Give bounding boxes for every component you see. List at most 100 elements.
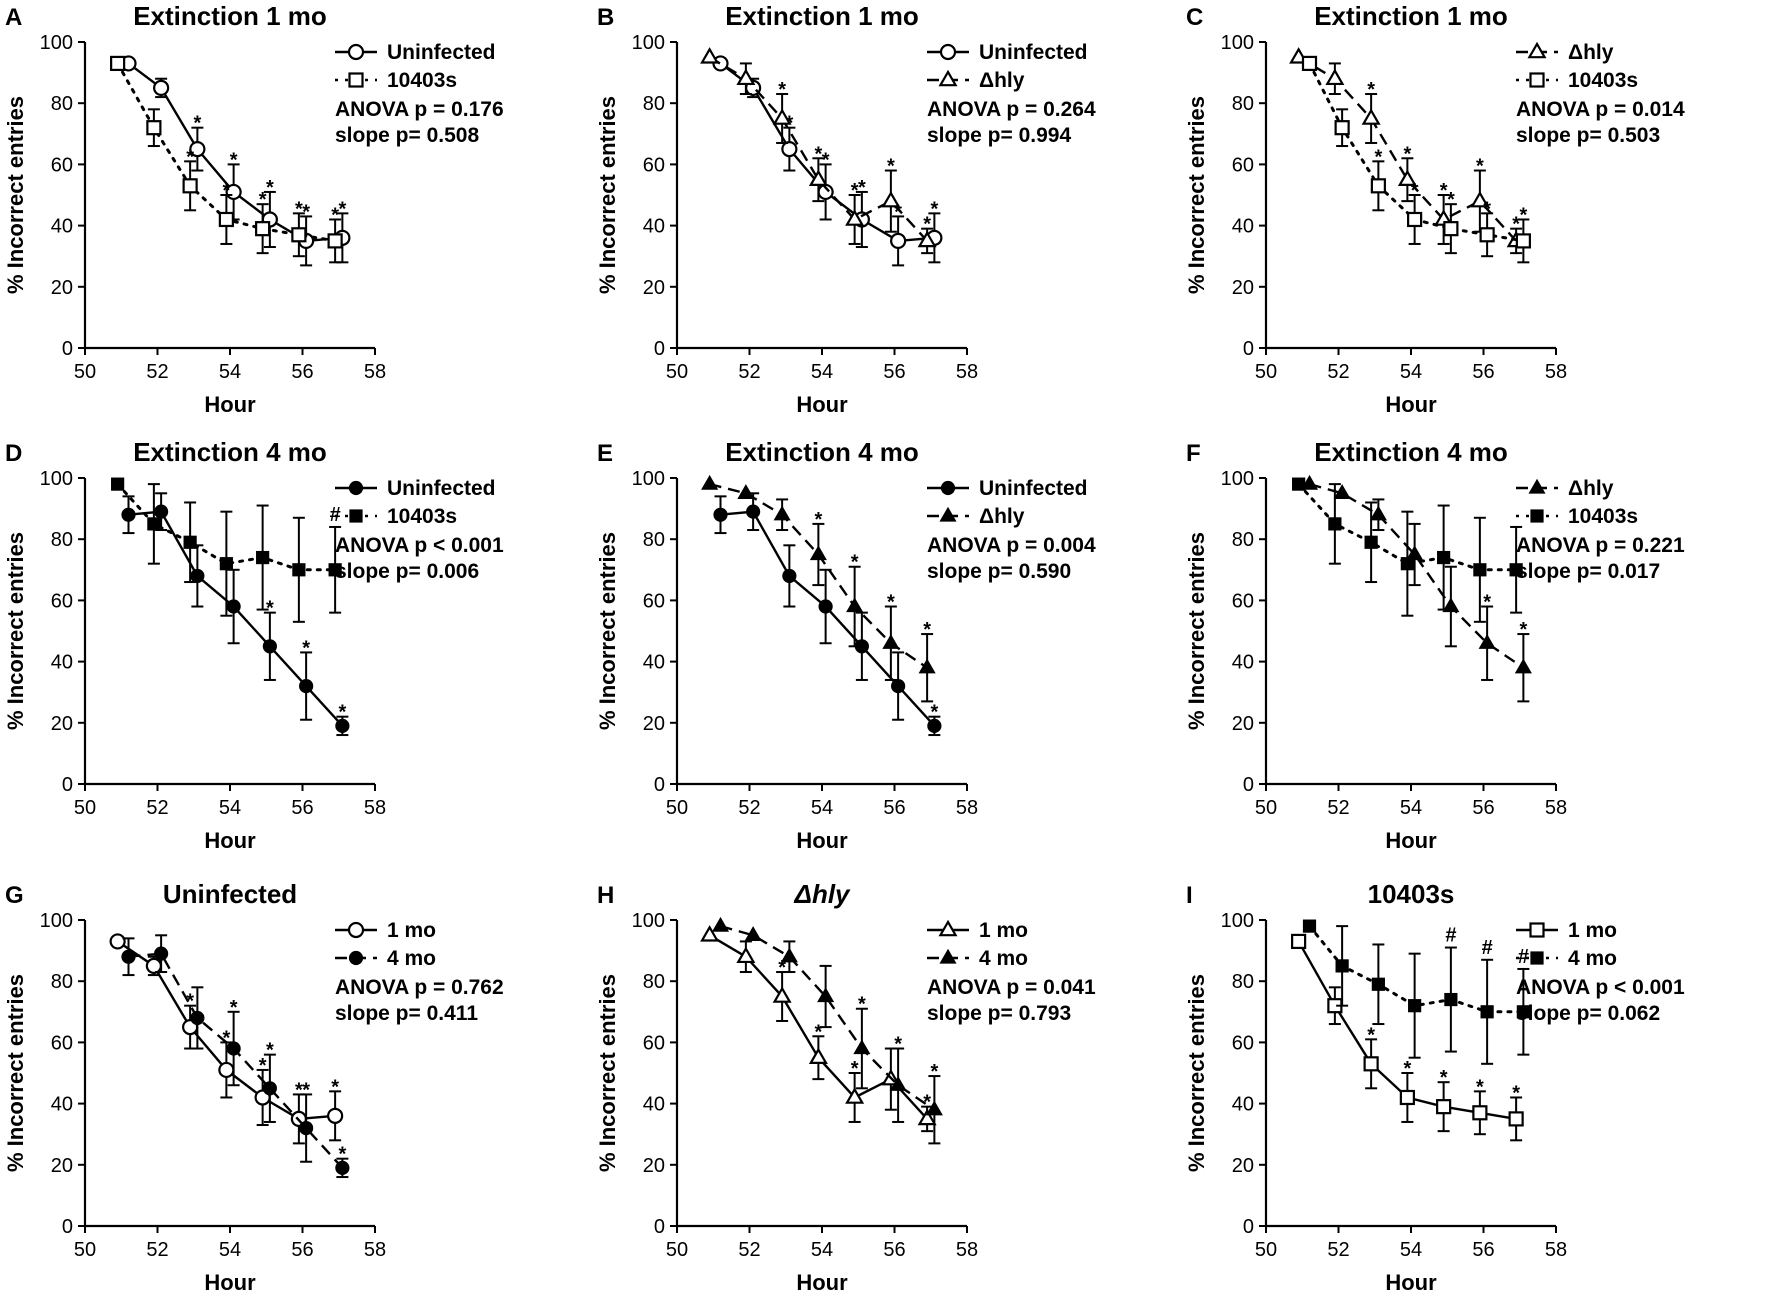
- data-point: [1361, 108, 1381, 125]
- y-tick-label: 80: [51, 971, 73, 993]
- panel-letter: C: [1186, 4, 1203, 31]
- data-point: [845, 1087, 865, 1104]
- significance-star: *: [887, 156, 895, 178]
- series-2: ****: [701, 474, 936, 703]
- y-tick-label: 60: [1232, 590, 1254, 612]
- y-axis-label: % Incorrect entries: [3, 532, 28, 730]
- y-tick-label: 0: [654, 338, 665, 360]
- legend-marker: [940, 480, 956, 496]
- x-tick-label: 56: [1472, 361, 1494, 383]
- stat-text: slope p= 0.793: [927, 1002, 1071, 1025]
- significance-star: *: [259, 1055, 267, 1077]
- data-point: [109, 933, 126, 950]
- significance-star: *: [1519, 619, 1527, 641]
- stat-text: ANOVA p = 0.014: [1516, 98, 1685, 121]
- significance-star: *: [1403, 1058, 1411, 1080]
- data-point: [701, 474, 719, 490]
- y-tick-label: 80: [643, 529, 665, 551]
- significance-star: *: [222, 1027, 230, 1049]
- legend-entry: Δhly: [927, 69, 1025, 92]
- y-tick-label: 20: [51, 1155, 73, 1177]
- significance-star: *: [1476, 156, 1484, 178]
- significance-star: *: [814, 509, 822, 531]
- data-point: [700, 47, 720, 64]
- significance-star: *: [1374, 146, 1382, 168]
- significance-star: *: [814, 1021, 822, 1043]
- y-tick-label: 40: [1232, 216, 1254, 238]
- x-tick-label: 50: [74, 1239, 96, 1261]
- significance-star: *: [186, 146, 194, 168]
- data-point: [335, 1160, 350, 1175]
- legend-entry: Δhly: [1516, 41, 1614, 64]
- data-point: [255, 221, 271, 237]
- significance-star: *: [930, 1061, 938, 1083]
- panel-letter: H: [597, 882, 614, 909]
- data-point: [1473, 563, 1487, 577]
- data-point: [1515, 233, 1531, 249]
- x-tick-label: 56: [883, 797, 905, 819]
- data-point: [890, 232, 907, 249]
- data-point: [917, 230, 937, 248]
- x-tick-label: 52: [146, 797, 168, 819]
- x-tick-label: 52: [1327, 361, 1349, 383]
- legend-entry: 1 mo: [335, 919, 436, 942]
- series-2: *****: [110, 55, 343, 264]
- x-tick-label: 52: [1327, 1239, 1349, 1261]
- significance-star: *: [295, 198, 303, 220]
- x-tick-label: 54: [1400, 797, 1422, 819]
- x-tick-label: 50: [74, 797, 96, 819]
- y-tick-label: 100: [632, 468, 665, 490]
- x-tick-label: 54: [811, 797, 833, 819]
- y-tick-label: 60: [51, 590, 73, 612]
- legend-label: Uninfected: [387, 41, 496, 64]
- x-axis-label: Hour: [1385, 828, 1437, 853]
- y-axis-label: % Incorrect entries: [1184, 532, 1209, 730]
- series-1: * * *: [121, 492, 350, 737]
- data-point: [110, 55, 126, 72]
- data-point: [1397, 169, 1417, 186]
- data-point: [1292, 477, 1306, 491]
- panel-h: H Δhly 50 52 54 56 58 0 20 40 60 80 100 Hour % Incorre…: [595, 879, 1096, 1295]
- significance-star: *: [266, 598, 274, 620]
- data-point: [1334, 120, 1350, 136]
- panel-f: F Extinction 4 mo 50 52 54 56 58 0 20 40 60 80 100 Ho…: [1184, 437, 1685, 853]
- data-point: [782, 568, 797, 584]
- data-point: [772, 108, 792, 125]
- series-2: ****: [121, 934, 350, 1179]
- y-tick-label: 80: [643, 93, 665, 115]
- series-1: *: [713, 492, 942, 737]
- significance-star: *: [1367, 79, 1375, 101]
- data-point: [1291, 933, 1307, 950]
- y-tick-label: 80: [1232, 971, 1254, 993]
- data-point: [1442, 597, 1460, 613]
- y-tick-label: 100: [40, 468, 73, 490]
- stat-text: ANOVA p < 0.001: [335, 534, 504, 557]
- x-axis-label: Hour: [1385, 1270, 1437, 1295]
- y-tick-label: 40: [643, 652, 665, 674]
- series-2: #: [111, 477, 342, 623]
- chart-title: Extinction 1 mo: [1314, 1, 1508, 31]
- legend-marker: [348, 950, 364, 966]
- x-tick-label: 50: [1255, 1239, 1277, 1261]
- stat-text: slope p= 0.508: [335, 124, 479, 147]
- y-axis-label: % Incorrect entries: [3, 96, 28, 294]
- stat-text: ANOVA p = 0.221: [1516, 534, 1685, 557]
- data-point: [700, 925, 720, 942]
- data-point: [711, 916, 730, 932]
- legend-marker: [939, 43, 957, 61]
- data-point: [1479, 227, 1495, 243]
- legend-label: 4 mo: [1568, 947, 1617, 970]
- legend-label: 1 mo: [1568, 919, 1617, 942]
- data-point: [226, 1041, 241, 1056]
- legend-entry: 1 mo: [927, 919, 1028, 942]
- data-point: [773, 505, 791, 521]
- stat-text: ANOVA p = 0.176: [335, 98, 504, 121]
- data-point: [1508, 1111, 1524, 1127]
- y-tick-label: 80: [1232, 93, 1254, 115]
- x-axis-label: Hour: [796, 392, 848, 417]
- significance-star: *: [858, 177, 866, 199]
- y-axis-label: % Incorrect entries: [595, 96, 620, 294]
- legend-marker: [347, 43, 365, 61]
- legend-marker: [347, 921, 365, 939]
- legend-entry: Uninfected: [927, 477, 1088, 500]
